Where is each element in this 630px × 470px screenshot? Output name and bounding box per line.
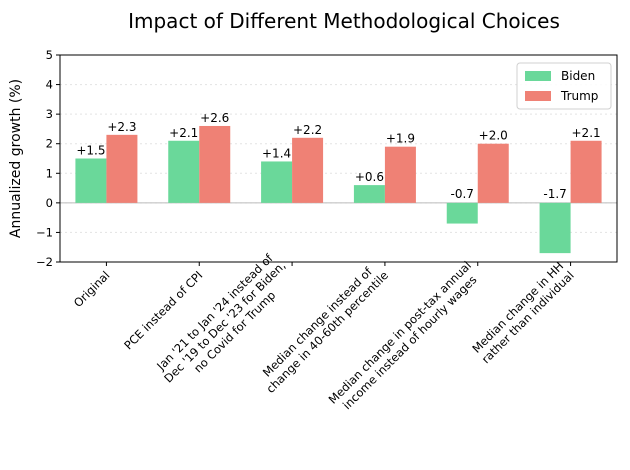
bar-biden [261,161,293,203]
data-label-biden: +1.4 [262,146,291,160]
data-label-trump: +2.1 [572,126,601,140]
bar-trump [106,134,138,203]
x-tick-label-line: Median change instead of [260,264,376,380]
y-tick-label: 5 [46,48,53,62]
x-tick-label-line: Original [71,268,113,310]
data-label-trump: +2.6 [200,111,229,125]
data-label-trump: +1.9 [386,132,415,146]
x-tick-label-line: rather than individual [479,268,577,366]
legend: Biden Trump [516,62,612,110]
y-axis: −2 −1 0 1 2 3 4 5 [36,48,60,269]
data-label-trump: +2.3 [107,120,136,134]
x-tick-label-line: Median change in HH [469,259,566,356]
y-tick-label: 4 [46,78,53,92]
bar-biden [168,140,200,203]
y-tick-label: 1 [46,166,53,180]
bar-trump [199,125,231,203]
y-tick-label: −1 [36,225,53,239]
bar-trump [384,146,416,203]
bar-biden [539,202,571,254]
bar-trump [292,137,324,203]
legend-swatch-biden [525,71,551,81]
legend-label-biden: Biden [561,69,595,83]
data-label-trump: +2.0 [479,129,508,143]
data-label-biden: +2.1 [169,126,198,140]
data-label-biden: -0.7 [451,187,474,201]
y-axis-label: Annualized growth (%) [8,79,24,238]
bar-trump [570,140,602,203]
data-label-trump: +2.2 [293,123,322,137]
bar-biden [446,202,478,224]
data-label-biden: +1.5 [76,144,105,158]
bar-biden [75,158,107,203]
y-tick-label: −2 [36,255,53,269]
data-label-biden: +0.6 [355,170,384,184]
y-tick-label: 0 [46,196,53,210]
data-label-biden: -1.7 [543,187,566,201]
y-tick-label: 3 [46,107,53,121]
legend-label-trump: Trump [560,89,598,103]
x-tick-label: Original [71,268,113,310]
plot-frame [59,54,618,263]
bar-trump [477,143,509,203]
y-tick-label: 2 [46,137,53,151]
bar-biden [353,185,385,203]
legend-swatch-trump [525,91,551,101]
bars-layer: +1.5 +2.1 +1.4 +0.6 -0.7 -1.7 +2.3 +2.6 +2.2 +1.9… [75,111,602,254]
chart-title: Impact of Different Methodological Choic… [128,9,560,33]
x-tick-label: Median change in HHrather than individua… [469,258,577,366]
